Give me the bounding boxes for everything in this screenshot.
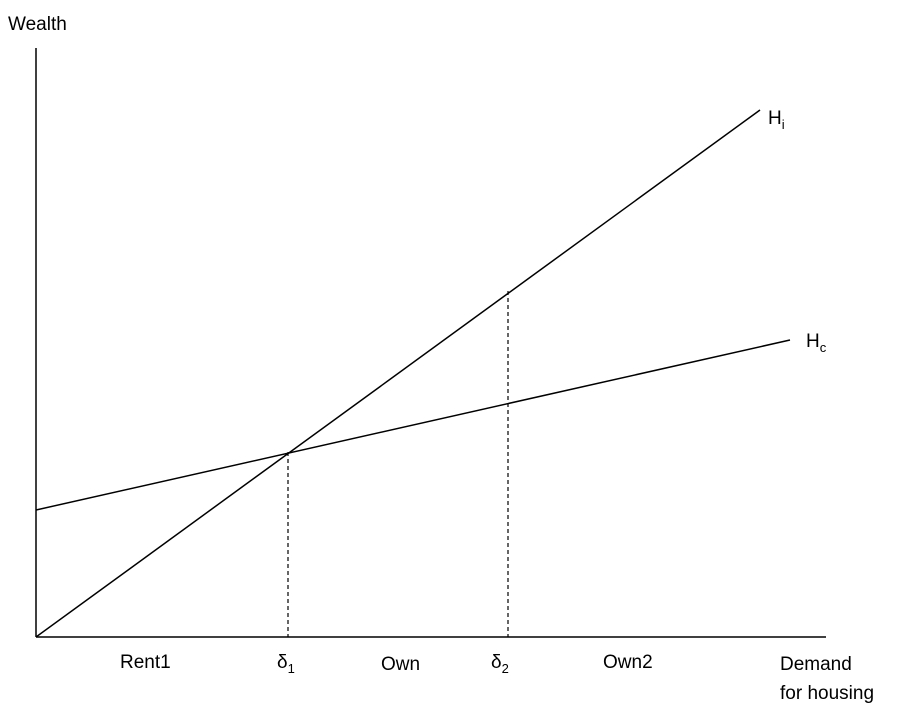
line-hi — [35, 109, 761, 638]
region-label-rent1: Rent1 — [120, 652, 171, 673]
label-delta2-sub: 2 — [502, 661, 509, 676]
label-delta1-main: δ — [277, 652, 288, 673]
label-delta1-sub: 1 — [288, 661, 295, 676]
line-hc — [35, 339, 791, 511]
label-hi: Hi — [768, 108, 785, 132]
label-hc-sub: c — [820, 340, 827, 355]
region-label-own2: Own2 — [603, 652, 653, 673]
label-hc: Hc — [806, 331, 827, 355]
label-delta1: δ1 — [277, 652, 295, 676]
y-axis-label: Wealth — [8, 14, 67, 35]
x-axis-label-line2: for housing — [780, 683, 874, 704]
label-hi-sub: i — [782, 117, 785, 132]
label-delta2: δ2 — [491, 652, 509, 676]
label-hc-main: H — [806, 331, 820, 352]
label-hi-main: H — [768, 108, 782, 129]
region-label-own: Own — [381, 654, 420, 675]
label-delta2-main: δ — [491, 652, 502, 673]
x-axis-label-line1: Demand — [780, 654, 852, 675]
